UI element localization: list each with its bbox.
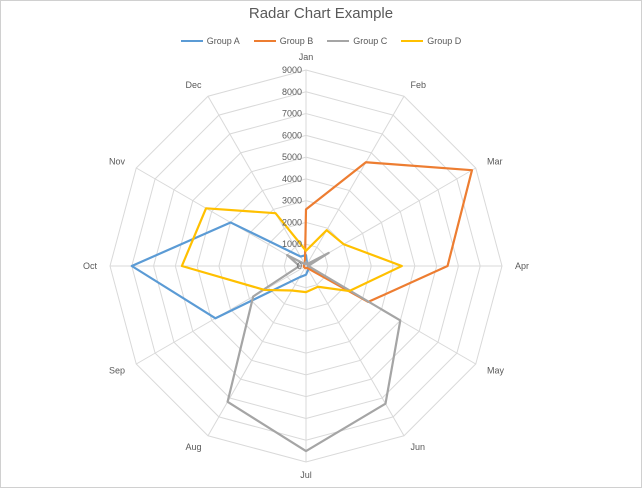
series-line-group-d: [180, 207, 403, 294]
category-label-feb: Feb: [411, 80, 427, 90]
legend-label-group-b: Group B: [279, 36, 314, 46]
legend-swatch-group-d: [401, 40, 424, 42]
radial-tick-label: 4000: [282, 174, 302, 184]
series-line-group-c: [226, 251, 402, 453]
legend-label-group-d: Group D: [427, 36, 462, 46]
category-label-sep: Sep: [109, 366, 125, 376]
legend-item-group-d: Group D: [401, 36, 461, 46]
category-label-mar: Mar: [487, 157, 503, 167]
radial-tick-label: 3000: [282, 196, 302, 206]
spoke-feb: [305, 96, 405, 267]
category-label-oct: Oct: [83, 261, 98, 271]
chart-title: Radar Chart Example: [248, 5, 394, 22]
legend-swatch-group-b: [253, 40, 276, 42]
radial-tick-label: 8000: [282, 87, 302, 97]
chart-legend: Group A Group B Group C Group D: [0, 36, 642, 46]
category-label-may: May: [487, 366, 505, 376]
radial-tick-label: 0: [297, 261, 302, 271]
category-label-jan: Jan: [299, 52, 314, 62]
category-label-nov: Nov: [109, 157, 126, 167]
category-label-jul: Jul: [300, 470, 312, 480]
radial-tick-label: 5000: [282, 152, 302, 162]
radial-tick-label: 1000: [282, 239, 302, 249]
legend-item-group-a: Group A: [180, 36, 240, 46]
radial-tick-label: 2000: [282, 217, 302, 227]
category-label-dec: Dec: [185, 80, 202, 90]
spoke-aug: [207, 265, 307, 436]
legend-label-group-c: Group C: [353, 36, 388, 46]
legend-swatch-group-a: [180, 40, 203, 42]
legend-item-group-c: Group C: [327, 36, 387, 46]
category-label-jun: Jun: [411, 442, 426, 452]
legend-label-group-a: Group A: [206, 36, 240, 46]
legend-item-group-b: Group B: [253, 36, 314, 46]
radial-tick-label: 9000: [282, 65, 302, 75]
spoke-nov: [136, 167, 307, 267]
spoke-mar: [305, 167, 476, 267]
radial-tick-label: 6000: [282, 130, 302, 140]
category-label-apr: Apr: [515, 261, 529, 271]
legend-swatch-group-c: [327, 40, 350, 42]
category-label-aug: Aug: [185, 442, 201, 452]
spoke-dec: [207, 96, 307, 267]
spoke-jun: [305, 265, 405, 436]
radial-tick-label: 7000: [282, 109, 302, 119]
